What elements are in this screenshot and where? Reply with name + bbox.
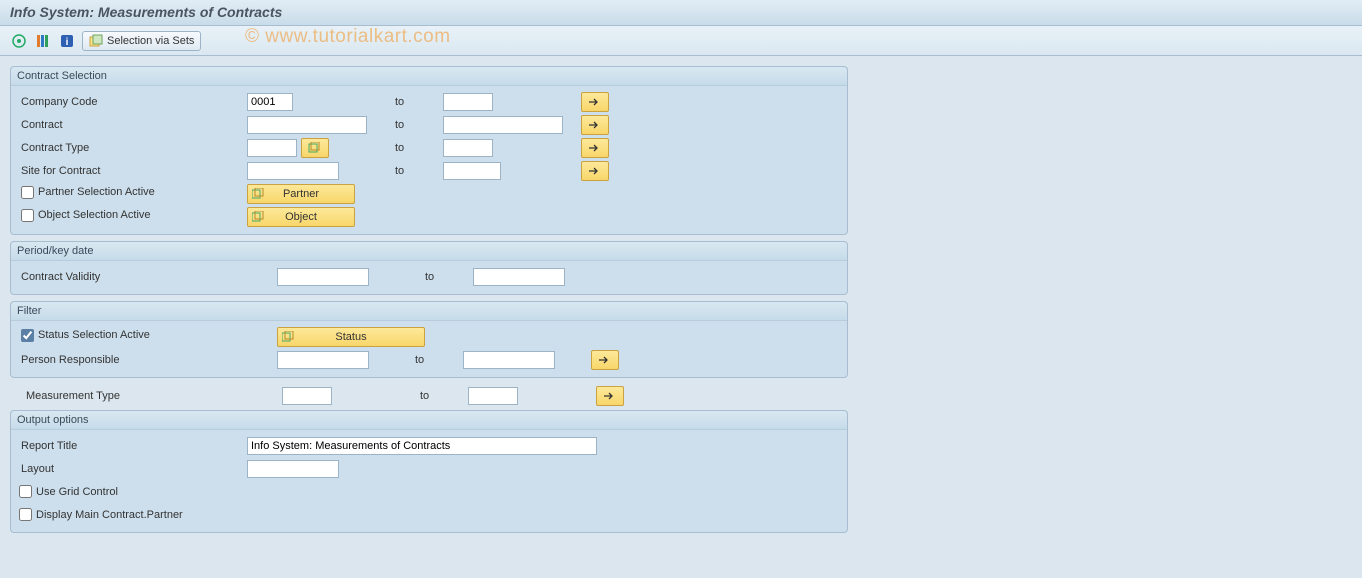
partner-button-label: Partner xyxy=(283,188,319,200)
row-person: Person Responsible to xyxy=(19,348,839,371)
group-period: Period/key date Contract Validity to xyxy=(10,241,848,295)
company-code-from-input[interactable] xyxy=(247,93,293,111)
group-contract-selection: Contract Selection Company Code to Contr… xyxy=(10,66,848,235)
info-icon[interactable]: i xyxy=(58,32,76,50)
label-grid: Use Grid Control xyxy=(36,486,118,498)
contract-multi-button[interactable] xyxy=(581,115,609,135)
person-to-input[interactable] xyxy=(463,351,555,369)
layout-input[interactable] xyxy=(247,460,339,478)
label-contract-type: Contract Type xyxy=(19,142,247,154)
selection-via-sets-button[interactable]: Selection via Sets xyxy=(82,31,201,51)
row-layout: Layout xyxy=(19,457,839,480)
to-label: to xyxy=(420,390,468,402)
grid-checkbox[interactable] xyxy=(19,485,32,498)
person-multi-button[interactable] xyxy=(591,350,619,370)
status-button[interactable]: Status xyxy=(277,327,425,347)
measurement-from-input[interactable] xyxy=(282,387,332,405)
contract-to-input[interactable] xyxy=(443,116,563,134)
label-person: Person Responsible xyxy=(19,354,277,366)
person-from-input[interactable] xyxy=(277,351,369,369)
group-title-output: Output options xyxy=(11,411,847,430)
toolbar: i Selection via Sets © www.tutorialkart.… xyxy=(0,26,1362,56)
object-button-label: Object xyxy=(285,211,317,223)
validity-from-input[interactable] xyxy=(277,268,369,286)
group-filter: Filter Status Selection Active Status xyxy=(10,301,848,378)
row-grid: Use Grid Control xyxy=(19,480,839,503)
label-partner-selection: Partner Selection Active xyxy=(38,186,155,198)
contract-type-search-button[interactable] xyxy=(301,138,329,158)
label-report-title: Report Title xyxy=(19,440,247,452)
execute-icon[interactable] xyxy=(10,32,28,50)
label-site: Site for Contract xyxy=(19,165,247,177)
contract-from-input[interactable] xyxy=(247,116,367,134)
to-label: to xyxy=(425,271,473,283)
row-measurement-type: Measurement Type to xyxy=(10,384,848,410)
to-label: to xyxy=(395,165,443,177)
label-contract: Contract xyxy=(19,119,247,131)
object-button[interactable]: Object xyxy=(247,207,355,227)
to-label: to xyxy=(415,354,463,366)
label-measurement: Measurement Type xyxy=(24,390,282,402)
object-selection-checkbox[interactable] xyxy=(21,209,34,222)
site-from-input[interactable] xyxy=(247,162,339,180)
main-partner-checkbox[interactable] xyxy=(19,508,32,521)
label-company-code: Company Code xyxy=(19,96,247,108)
row-contract: Contract to xyxy=(19,113,839,136)
measurement-multi-button[interactable] xyxy=(596,386,624,406)
group-output: Output options Report Title Layout Use G… xyxy=(10,410,848,533)
group-title-contract-selection: Contract Selection xyxy=(11,67,847,86)
partner-selection-checkbox[interactable] xyxy=(21,186,34,199)
row-contract-type: Contract Type to xyxy=(19,136,839,159)
contract-type-from-input[interactable] xyxy=(247,139,297,157)
page-title: Info System: Measurements of Contracts xyxy=(10,4,282,20)
row-report-title: Report Title xyxy=(19,434,839,457)
contract-type-multi-button[interactable] xyxy=(581,138,609,158)
contract-type-to-input[interactable] xyxy=(443,139,493,157)
report-title-input[interactable] xyxy=(247,437,597,455)
row-site: Site for Contract to xyxy=(19,159,839,182)
watermark-text: © www.tutorialkart.com xyxy=(245,26,451,48)
to-label: to xyxy=(395,142,443,154)
label-layout: Layout xyxy=(19,463,247,475)
validity-to-input[interactable] xyxy=(473,268,565,286)
row-company-code: Company Code to xyxy=(19,90,839,113)
row-status-selection: Status Selection Active Status xyxy=(19,325,839,348)
measurement-to-input[interactable] xyxy=(468,387,518,405)
group-title-filter: Filter xyxy=(11,302,847,321)
company-code-multi-button[interactable] xyxy=(581,92,609,112)
row-main-partner: Display Main Contract.Partner xyxy=(19,503,839,526)
group-title-period: Period/key date xyxy=(11,242,847,261)
label-object-selection: Object Selection Active xyxy=(38,209,151,221)
to-label: to xyxy=(395,96,443,108)
partner-button[interactable]: Partner xyxy=(247,184,355,204)
site-to-input[interactable] xyxy=(443,162,501,180)
label-validity: Contract Validity xyxy=(19,271,277,283)
company-code-to-input[interactable] xyxy=(443,93,493,111)
status-selection-checkbox[interactable] xyxy=(21,329,34,342)
row-object-selection: Object Selection Active Object xyxy=(19,205,839,228)
site-multi-button[interactable] xyxy=(581,161,609,181)
status-button-label: Status xyxy=(335,331,366,343)
svg-text:i: i xyxy=(66,37,69,48)
row-partner-selection: Partner Selection Active Partner xyxy=(19,182,839,205)
variant-icon[interactable] xyxy=(34,32,52,50)
row-validity: Contract Validity to xyxy=(19,265,839,288)
label-main-partner: Display Main Contract.Partner xyxy=(36,509,183,521)
app-window: Info System: Measurements of Contracts i… xyxy=(0,0,1362,578)
selection-via-sets-label: Selection via Sets xyxy=(107,35,194,47)
to-label: to xyxy=(395,119,443,131)
label-status-selection: Status Selection Active xyxy=(38,329,150,341)
content-area: Contract Selection Company Code to Contr… xyxy=(0,56,1362,549)
title-bar: Info System: Measurements of Contracts xyxy=(0,0,1362,26)
